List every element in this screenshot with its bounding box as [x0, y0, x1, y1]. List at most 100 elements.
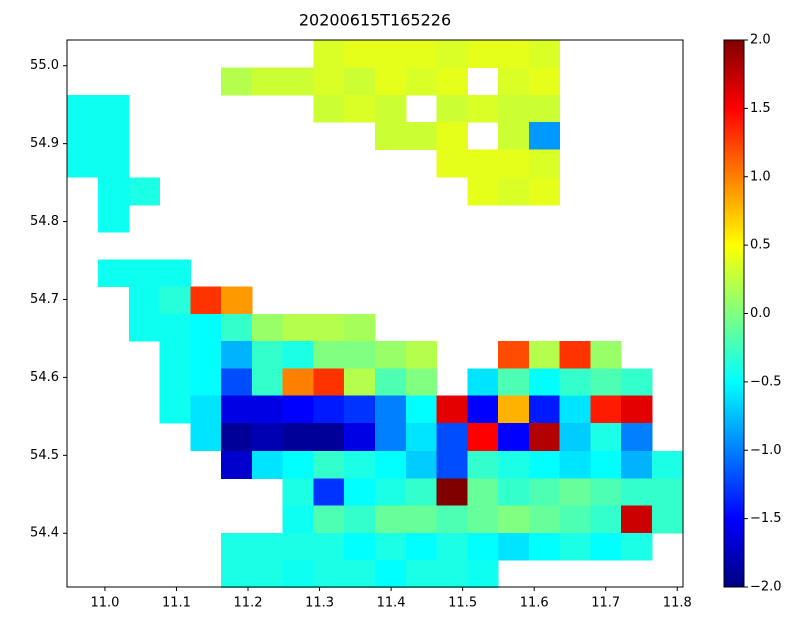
- cell: [190, 395, 222, 424]
- cell: [344, 478, 376, 507]
- cell: [467, 450, 499, 479]
- x-tick-label: 11.5: [448, 596, 477, 611]
- cell: [375, 505, 407, 534]
- cell: [405, 122, 438, 150]
- cell: [313, 395, 345, 424]
- colorbar-tick-label: 0.5: [750, 238, 771, 253]
- cell: [251, 341, 284, 369]
- cell: [559, 422, 591, 451]
- cell: [436, 505, 468, 534]
- cell: [282, 313, 314, 342]
- cell: [590, 478, 622, 507]
- cell: [467, 478, 499, 507]
- cell: [621, 450, 653, 479]
- cell: [590, 505, 622, 534]
- cell: [344, 560, 376, 588]
- x-tick-label: 11.7: [591, 596, 620, 611]
- colorbar-tick-label: −1.5: [750, 511, 782, 526]
- cell: [375, 67, 407, 96]
- cell: [98, 177, 130, 206]
- cell: [221, 341, 253, 369]
- cell: [467, 395, 499, 424]
- cell: [651, 478, 684, 507]
- cell: [313, 313, 345, 342]
- cell: [375, 450, 407, 479]
- cell: [282, 560, 314, 588]
- cell: [344, 422, 376, 451]
- cell: [436, 40, 468, 69]
- cell: [344, 532, 376, 561]
- cell: [98, 94, 130, 123]
- cell: [528, 67, 561, 96]
- cell: [159, 286, 191, 315]
- cell: [590, 422, 622, 451]
- cell: [67, 122, 99, 150]
- cell: [251, 313, 284, 342]
- cell: [405, 422, 438, 451]
- heatmap-cells: [67, 40, 684, 588]
- cell: [528, 177, 561, 206]
- cell: [251, 450, 284, 479]
- x-tick-label: 11.3: [305, 596, 334, 611]
- cell: [436, 94, 468, 123]
- cell: [436, 478, 468, 507]
- cell: [375, 40, 407, 69]
- cell: [313, 40, 345, 69]
- cell: [405, 40, 438, 69]
- cell: [282, 450, 314, 479]
- cell: [467, 94, 499, 123]
- cell: [375, 368, 407, 397]
- cell: [128, 177, 161, 206]
- cell: [344, 505, 376, 534]
- cell: [559, 532, 591, 561]
- cell: [590, 395, 622, 424]
- cell: [528, 478, 561, 507]
- cell: [190, 286, 222, 315]
- cell: [313, 450, 345, 479]
- cell: [375, 422, 407, 451]
- cell: [159, 395, 191, 424]
- cell: [128, 259, 161, 288]
- cell: [67, 149, 99, 178]
- cell: [498, 94, 530, 123]
- cell: [313, 532, 345, 561]
- cell: [313, 368, 345, 397]
- cell: [190, 313, 222, 342]
- y-tick-label: 54.8: [30, 214, 59, 229]
- cell: [436, 67, 468, 96]
- cell: [375, 532, 407, 561]
- cell: [313, 94, 345, 123]
- cell: [436, 422, 468, 451]
- cell: [128, 286, 161, 315]
- cell: [190, 341, 222, 369]
- x-tick-label: 11.2: [234, 596, 263, 611]
- cell: [282, 478, 314, 507]
- y-tick-label: 54.4: [30, 526, 59, 541]
- cell: [590, 341, 622, 369]
- cell: [467, 177, 499, 206]
- y-tick-label: 55.0: [30, 58, 59, 73]
- cell: [405, 478, 438, 507]
- cell: [651, 450, 684, 479]
- cell: [405, 368, 438, 397]
- cell: [159, 341, 191, 369]
- y-tick-label: 54.6: [30, 370, 59, 385]
- cell: [375, 560, 407, 588]
- cell: [405, 67, 438, 96]
- cell: [621, 395, 653, 424]
- cell: [251, 368, 284, 397]
- cell: [375, 395, 407, 424]
- cell: [498, 532, 530, 561]
- cell: [436, 149, 468, 178]
- cell: [528, 341, 561, 369]
- x-tick-label: 11.6: [520, 596, 549, 611]
- cell: [621, 505, 653, 534]
- cell: [190, 422, 222, 451]
- cell: [282, 341, 314, 369]
- cell: [251, 560, 284, 588]
- cell: [621, 478, 653, 507]
- colorbar-tick-label: 1.0: [750, 169, 771, 184]
- cell: [282, 395, 314, 424]
- x-tick-label: 11.1: [162, 596, 191, 611]
